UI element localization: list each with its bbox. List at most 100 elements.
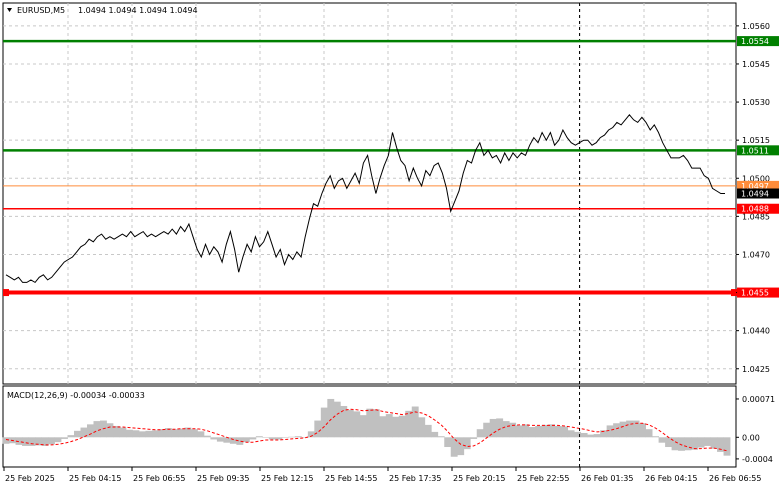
macd-bar [353, 411, 361, 438]
macd-bar [671, 437, 679, 451]
macd-bar [418, 417, 426, 438]
macd-bar [346, 409, 354, 438]
ohlc-values: 1.0494 1.0494 1.0494 1.0494 [78, 6, 198, 15]
macd-bar [216, 437, 224, 442]
macd-bar [223, 437, 231, 443]
macd-bar [476, 429, 484, 438]
symbol-label: EURUSD,M5 [17, 6, 65, 15]
macd-bar [164, 428, 172, 438]
macd-bar [236, 437, 244, 445]
macd-bar [132, 430, 140, 438]
macd-bar [106, 423, 114, 438]
macd-histogram [2, 398, 731, 457]
macd-bar [535, 425, 543, 438]
macd-bar [314, 420, 322, 438]
macd-bar [405, 410, 413, 438]
macd-bar [249, 437, 257, 440]
macd-bar [600, 430, 608, 438]
macd-bar [203, 435, 211, 438]
macd-bar [541, 424, 549, 438]
macd-title: MACD(12,26,9) -0.00034 -0.00033 [7, 391, 145, 400]
time-tick-label: 25 Feb 20:15 [453, 474, 505, 483]
macd-bar [275, 437, 283, 440]
level-label-box [737, 203, 779, 214]
time-tick-label: 26 Feb 04:15 [645, 474, 697, 483]
macd-bar [158, 429, 166, 438]
macd-bar [190, 429, 198, 438]
macd-bar [112, 425, 120, 438]
macd-tick-label: 0.00 [742, 433, 760, 442]
macd-bar [606, 425, 614, 438]
macd-bar [41, 437, 49, 446]
macd-bar [483, 422, 491, 438]
macd-bar [613, 423, 621, 438]
macd-bar [665, 437, 672, 448]
macd-bar [35, 437, 42, 446]
macd-bar [151, 430, 159, 438]
macd-bar [22, 437, 29, 446]
macd-bar [61, 437, 68, 439]
macd-bar [457, 437, 465, 456]
macd-bar [28, 437, 36, 446]
macd-bar [288, 436, 296, 438]
macd-bar [327, 398, 335, 438]
macd-bar [587, 434, 595, 438]
macd-bar [398, 415, 406, 438]
macd-bar [210, 437, 218, 440]
macd-bar [437, 436, 445, 438]
macd-bar [320, 407, 328, 438]
price-tick-label: 1.0515 [742, 136, 770, 145]
macd-bar [411, 406, 419, 438]
macd-bar [138, 431, 146, 438]
macd-bar [333, 401, 341, 438]
macd-bar [528, 427, 536, 438]
time-tick-label: 25 Feb 17:35 [389, 474, 441, 483]
macd-bar [470, 437, 478, 439]
macd-bar [580, 432, 588, 438]
macd-bar [2, 437, 10, 444]
price-tick-label: 1.0485 [742, 212, 770, 221]
level-label-box [737, 36, 779, 47]
macd-bar [171, 429, 179, 438]
macd-bar [574, 431, 582, 438]
macd-bar [268, 437, 276, 440]
macd-bar [119, 427, 127, 438]
level-label: 1.0497 [741, 182, 769, 191]
level-handle[interactable] [3, 289, 9, 297]
level-label: 1.0488 [741, 205, 769, 214]
price-tick-label: 1.0560 [742, 22, 770, 31]
macd-bar [561, 426, 569, 438]
level-label: 1.0511 [741, 146, 769, 155]
time-tick-label: 25 Feb 2025 [5, 474, 55, 483]
macd-bar [359, 415, 367, 438]
time-tick-label: 25 Feb 12:15 [261, 474, 313, 483]
price-tick-label: 1.0545 [742, 60, 770, 69]
macd-bar [444, 437, 452, 448]
macd-axis: 0.00071 0.00 -0.0004 [736, 395, 775, 464]
macd-bar [340, 405, 348, 438]
price-pane[interactable] [2, 2, 737, 385]
macd-bar [145, 430, 153, 438]
macd-bar [632, 420, 640, 438]
macd-bar [509, 422, 517, 438]
macd-tick-label: -0.0004 [742, 455, 773, 464]
macd-bar [54, 437, 62, 443]
chevron-down-icon[interactable] [7, 8, 12, 12]
macd-bar [450, 437, 458, 457]
time-tick-label: 26 Feb 01:35 [581, 474, 633, 483]
level-handle[interactable] [731, 289, 737, 297]
macd-bar [125, 429, 133, 438]
price-tick-label: 1.0425 [742, 365, 770, 374]
macd-bar [229, 437, 237, 444]
price-line [5, 114, 725, 284]
macd-bar [593, 434, 601, 438]
macd-bar [80, 427, 88, 438]
time-tick-label: 26 Feb 06:55 [709, 474, 761, 483]
macd-bar [67, 435, 75, 438]
time-axis: 25 Feb 2025 25 Feb 04:15 25 Feb 06:55 25 Fe… [3, 467, 761, 483]
macd-bar [307, 431, 315, 438]
macd-bar [496, 418, 504, 438]
macd-bar [710, 437, 718, 449]
